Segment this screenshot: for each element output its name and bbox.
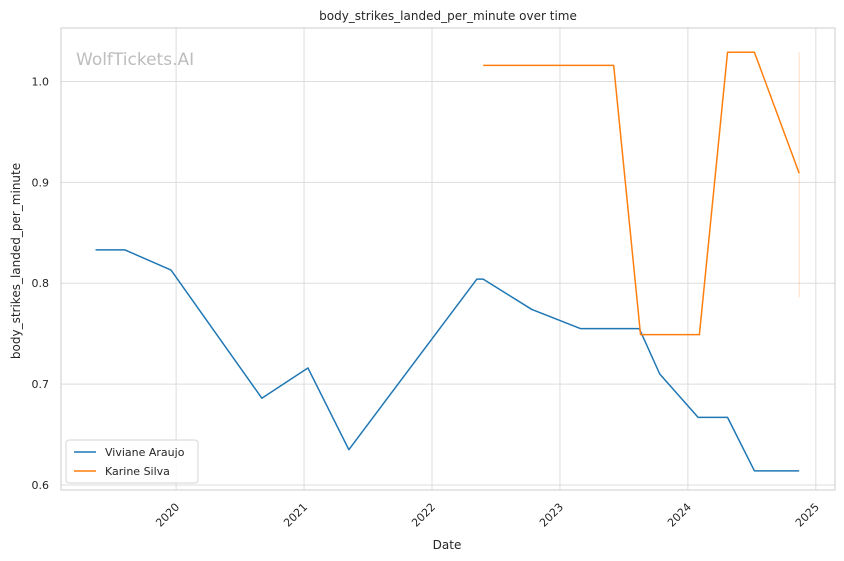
data-point-karine-silva [726, 50, 730, 54]
watermark: WolfTickets.AI [76, 50, 194, 70]
data-point-karine-silva [639, 333, 643, 337]
plot-frame [60, 27, 836, 491]
y-tick-label: 0.6 [32, 479, 50, 492]
data-point-karine-silva [481, 63, 485, 67]
legend: Viviane Araujo Karine Silva [65, 439, 199, 484]
data-point-karine-silva [752, 50, 756, 54]
data-point-viviane-araujo [752, 469, 756, 473]
legend-label-viviane-araujo: Viviane Araujo [105, 446, 185, 459]
data-point-viviane-araujo [530, 307, 534, 311]
chart-title: body_strikes_landed_per_minute over time [319, 9, 577, 23]
data-point-karine-silva [697, 333, 701, 337]
data-point-viviane-araujo [306, 366, 310, 370]
y-tick-label: 1.0 [32, 75, 50, 88]
data-point-viviane-araujo [481, 277, 485, 281]
data-point-karine-silva [797, 171, 801, 175]
series-layer [94, 50, 801, 473]
series-line-viviane-araujo [95, 249, 800, 472]
data-point-viviane-araujo [578, 327, 582, 331]
y-tick-label: 0.7 [32, 378, 50, 391]
data-point-viviane-araujo [169, 268, 173, 272]
grid [61, 28, 835, 490]
legend-box [65, 439, 199, 484]
data-point-viviane-araujo [123, 248, 127, 252]
y-tick-label: 0.9 [32, 176, 50, 189]
x-axis-title: Date [433, 538, 462, 552]
data-point-karine-silva [612, 63, 616, 67]
series-line-karine-silva [483, 51, 800, 336]
data-point-viviane-araujo [696, 415, 700, 419]
data-point-viviane-araujo [475, 277, 479, 281]
y-tick-label: 0.8 [32, 277, 50, 290]
data-point-viviane-araujo [658, 372, 662, 376]
y-axis-ticks: 0.6 0.7 0.8 0.9 1.0 [32, 75, 50, 491]
y-axis-title: body_strikes_landed_per_minute [9, 163, 23, 359]
data-point-viviane-araujo [347, 448, 351, 452]
data-point-viviane-araujo [726, 415, 730, 419]
legend-label-karine-silva: Karine Silva [105, 465, 170, 478]
data-point-viviane-araujo [260, 396, 264, 400]
data-point-viviane-araujo [94, 248, 98, 252]
data-point-viviane-araujo [797, 469, 801, 473]
